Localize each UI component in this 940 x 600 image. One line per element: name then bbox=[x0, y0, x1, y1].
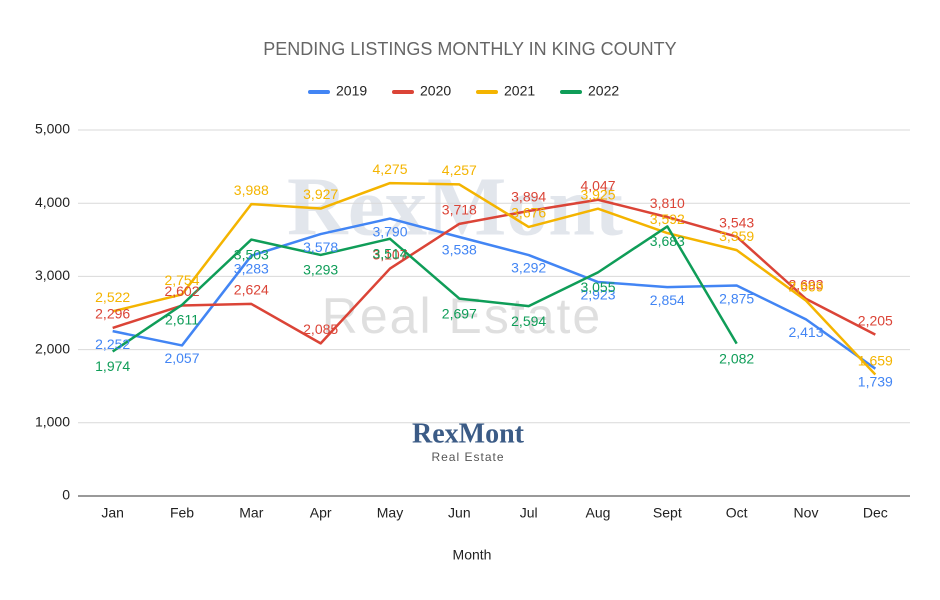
data-label: 3,503 bbox=[234, 246, 269, 262]
data-label: 3,683 bbox=[650, 233, 685, 249]
data-label: 3,359 bbox=[719, 228, 754, 244]
x-tick-label: Jan bbox=[101, 505, 124, 521]
data-label: 3,925 bbox=[580, 186, 615, 202]
data-label: 2,413 bbox=[788, 324, 823, 340]
data-label: 3,543 bbox=[719, 214, 754, 230]
data-label: 2,205 bbox=[858, 312, 893, 328]
x-tick-label: Jul bbox=[520, 505, 538, 521]
data-label: 3,718 bbox=[442, 202, 477, 218]
data-label: 2,875 bbox=[719, 290, 754, 306]
data-label: 2,296 bbox=[95, 306, 130, 322]
data-label: 3,055 bbox=[580, 279, 615, 295]
data-label: 2,693 bbox=[788, 277, 823, 293]
data-label: 4,275 bbox=[372, 161, 407, 177]
data-label: 2,669 bbox=[788, 278, 823, 294]
x-tick-label: Apr bbox=[310, 505, 332, 521]
data-label: 2,057 bbox=[164, 350, 199, 366]
x-axis-label: Month bbox=[453, 547, 492, 563]
data-label: 2,923 bbox=[580, 287, 615, 303]
data-label: 2,252 bbox=[95, 336, 130, 352]
data-label: 2,594 bbox=[511, 313, 546, 329]
x-tick-label: Nov bbox=[794, 505, 819, 521]
x-tick-label: May bbox=[377, 505, 403, 521]
data-label: 3,810 bbox=[650, 195, 685, 211]
data-label: 1,659 bbox=[858, 352, 893, 368]
data-label: 3,790 bbox=[372, 223, 407, 239]
data-label: 2,085 bbox=[303, 321, 338, 337]
data-label: 3,578 bbox=[303, 239, 338, 255]
chart-title: PENDING LISTINGS MONTHLY IN KING COUNTY bbox=[263, 39, 676, 59]
data-label: 2,624 bbox=[234, 282, 269, 298]
x-tick-label: Feb bbox=[170, 505, 194, 521]
data-label: 4,047 bbox=[580, 177, 615, 193]
x-tick-label: Oct bbox=[726, 505, 748, 521]
x-tick-label: Aug bbox=[586, 505, 611, 521]
y-tick-label: 3,000 bbox=[35, 267, 70, 283]
series-line bbox=[112, 217, 877, 370]
watermark-title: RexMont bbox=[287, 160, 623, 253]
data-label: 2,754 bbox=[164, 272, 199, 288]
logo-subtitle: Real Estate bbox=[431, 450, 504, 464]
x-tick-label: Mar bbox=[239, 505, 263, 521]
y-tick-label: 5,000 bbox=[35, 121, 70, 137]
legend-label: 2019 bbox=[336, 83, 367, 99]
data-label: 4,257 bbox=[442, 162, 477, 178]
data-label: 2,082 bbox=[719, 350, 754, 366]
x-tick-label: Sept bbox=[653, 505, 682, 521]
data-label: 1,739 bbox=[858, 373, 893, 389]
x-tick-label: Dec bbox=[863, 505, 888, 521]
data-label: 2,697 bbox=[442, 305, 477, 321]
data-label: 3,283 bbox=[234, 260, 269, 276]
y-tick-label: 4,000 bbox=[35, 194, 70, 210]
y-tick-label: 2,000 bbox=[35, 340, 70, 356]
data-label: 3,538 bbox=[442, 242, 477, 258]
legend-label: 2022 bbox=[588, 83, 619, 99]
legend-label: 2020 bbox=[420, 83, 451, 99]
series-line bbox=[112, 181, 877, 376]
data-label: 2,602 bbox=[164, 283, 199, 299]
data-label: 3,988 bbox=[234, 182, 269, 198]
data-label: 2,854 bbox=[650, 292, 685, 308]
data-label: 3,292 bbox=[511, 260, 546, 276]
data-label: 3,894 bbox=[511, 189, 546, 205]
data-label: 2,522 bbox=[95, 289, 130, 305]
data-label: 2,611 bbox=[165, 312, 199, 328]
data-label: 3,927 bbox=[303, 186, 338, 202]
y-tick-label: 0 bbox=[62, 487, 70, 503]
x-tick-label: Jun bbox=[448, 505, 471, 521]
series-line bbox=[111, 225, 738, 353]
logo-title: RexMont bbox=[412, 418, 525, 449]
data-label: 3,676 bbox=[511, 205, 546, 221]
y-tick-label: 1,000 bbox=[35, 414, 70, 430]
data-label: 3,592 bbox=[650, 211, 685, 227]
series-line bbox=[112, 198, 876, 345]
data-label: 3,293 bbox=[303, 262, 338, 278]
data-label: 3,107 bbox=[372, 246, 407, 262]
legend-label: 2021 bbox=[504, 83, 535, 99]
data-label: 1,974 bbox=[95, 358, 130, 374]
data-label: 3,514 bbox=[372, 245, 407, 261]
